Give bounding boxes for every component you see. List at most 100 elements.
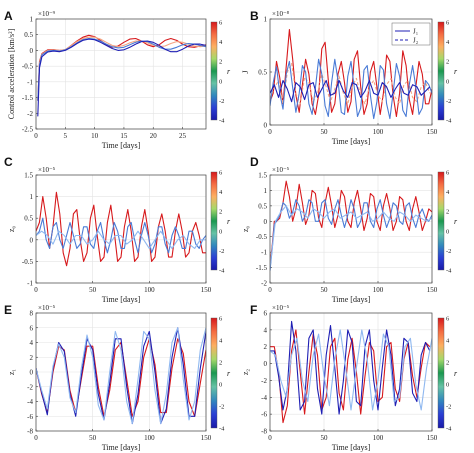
colorbar-label: r xyxy=(454,217,458,226)
colorbar-tick-label: -2 xyxy=(219,98,224,105)
panel-letter: F xyxy=(250,303,257,317)
series-line-2 xyxy=(36,217,206,254)
y-tick-label: -4 xyxy=(261,394,267,402)
x-tick-label: 0 xyxy=(268,286,272,294)
x-tick-label: 0 xyxy=(34,132,38,140)
x-tick-label: 50 xyxy=(89,286,97,294)
series-line-1 xyxy=(270,29,432,118)
legend-label: J₁ xyxy=(413,28,418,36)
x-tick-label: 0 xyxy=(34,434,38,442)
colorbar-tick-label: 2 xyxy=(219,360,222,367)
y-axis-label: z₁ xyxy=(7,369,16,376)
y-tick-label: 0 xyxy=(264,122,268,130)
series-line-4 xyxy=(270,79,431,103)
colorbar xyxy=(437,317,445,429)
colorbar-tick-label: 4 xyxy=(219,189,223,196)
x-tick-label: 150 xyxy=(201,286,212,294)
colorbar-label: r xyxy=(227,369,231,378)
colorbar-tick-label: 2 xyxy=(446,209,449,216)
colorbar xyxy=(437,21,445,121)
axes-frame xyxy=(269,174,433,284)
y-tick-label: -0.5 xyxy=(22,258,34,266)
series-line-3 xyxy=(36,327,206,425)
panel-letter: E xyxy=(4,303,12,317)
colorbar-label: r xyxy=(227,217,231,226)
y-tick-label: 0.5 xyxy=(24,31,33,39)
x-tick-label: 150 xyxy=(427,286,438,294)
y-tick-label: 4 xyxy=(30,339,34,347)
plot-area xyxy=(36,19,206,129)
exponent-label: ×10⁻⁹ xyxy=(38,10,56,18)
y-tick-label: 0 xyxy=(264,360,268,368)
colorbar-tick-label: -2 xyxy=(219,404,224,411)
x-tick-label: 150 xyxy=(427,128,438,136)
y-tick-label: 0 xyxy=(264,218,268,226)
x-axis-label: Time [days] xyxy=(332,295,371,304)
colorbar-tick-label: 0 xyxy=(446,382,449,389)
x-tick-label: 0 xyxy=(34,286,38,294)
legend-box xyxy=(391,22,431,46)
y-tick-label: -1.5 xyxy=(256,264,268,272)
y-tick-label: 4 xyxy=(264,326,268,334)
colorbar xyxy=(210,171,218,271)
colorbar-tick-label: 2 xyxy=(446,59,449,66)
x-axis-label: Time [days] xyxy=(102,141,141,150)
x-tick-label: 100 xyxy=(144,286,155,294)
y-tick-label: -2 xyxy=(261,377,267,385)
chart-panel-f: F 0 50 100 150 6 4 2 0 -2 -4 -6 -8 ×10⁻⁵ Time [days] z₂… xyxy=(241,303,458,452)
series-line-3 xyxy=(270,58,432,120)
y-tick-label: -2 xyxy=(27,383,33,391)
y-tick-label: 0 xyxy=(30,369,34,377)
x-axis-label: Time [days] xyxy=(332,443,371,452)
colorbar-tick-label: 2 xyxy=(219,209,222,216)
x-tick-label: 10 xyxy=(91,132,99,140)
y-tick-label: -8 xyxy=(261,428,267,436)
y-tick-label: 8 xyxy=(30,310,34,318)
x-tick-label: 150 xyxy=(201,434,212,442)
colorbar-tick-label: 6 xyxy=(446,170,450,177)
colorbar-tick-label: 6 xyxy=(446,316,450,323)
axes-frame xyxy=(35,18,207,130)
x-axis-label: Time [days] xyxy=(332,137,371,146)
y-tick-label: 1.5 xyxy=(24,172,33,180)
colorbar-tick-label: 4 xyxy=(219,39,223,46)
x-tick-label: 150 xyxy=(427,434,438,442)
y-tick-label: -2 xyxy=(261,280,267,288)
series-line-3 xyxy=(37,37,206,101)
colorbar-tick-label: 0 xyxy=(446,228,449,235)
series-line-3 xyxy=(270,329,432,411)
colorbar-tick-label: 6 xyxy=(219,316,223,323)
y-tick-label: 0 xyxy=(30,236,34,244)
series-line-2 xyxy=(37,36,206,101)
y-tick-label: -0.5 xyxy=(22,63,34,71)
series-line-2 xyxy=(270,62,431,105)
x-axis-label: Time [days] xyxy=(102,443,141,452)
plot-area xyxy=(270,175,432,283)
legend-label: J₂ xyxy=(413,37,419,45)
colorbar xyxy=(210,21,218,121)
colorbar-tick-label: -2 xyxy=(446,98,451,105)
series-line-3 xyxy=(270,205,432,268)
x-tick-label: 50 xyxy=(321,434,329,442)
colorbar xyxy=(437,171,445,271)
x-tick-label: 100 xyxy=(373,286,384,294)
colorbar xyxy=(210,317,218,429)
y-tick-label: -1 xyxy=(27,78,33,86)
y-axis-label: J xyxy=(241,70,250,73)
y-tick-label: 2 xyxy=(30,354,34,362)
y-tick-label: 0 xyxy=(30,47,34,55)
y-tick-label: 0.5 xyxy=(24,215,33,223)
y-tick-label: -2 xyxy=(27,110,33,118)
x-tick-label: 100 xyxy=(144,434,155,442)
colorbar-tick-label: 2 xyxy=(219,59,222,66)
x-tick-label: 5 xyxy=(64,132,68,140)
y-tick-label: 1 xyxy=(30,16,34,24)
colorbar-tick-label: 4 xyxy=(446,39,450,46)
y-tick-label: -4 xyxy=(27,398,33,406)
x-tick-label: 0 xyxy=(268,434,272,442)
colorbar-label: r xyxy=(227,67,231,76)
x-tick-label: 50 xyxy=(89,434,97,442)
x-tick-label: 0 xyxy=(268,128,272,136)
y-tick-label: -1 xyxy=(27,280,33,288)
colorbar-tick-label: 4 xyxy=(446,189,450,196)
